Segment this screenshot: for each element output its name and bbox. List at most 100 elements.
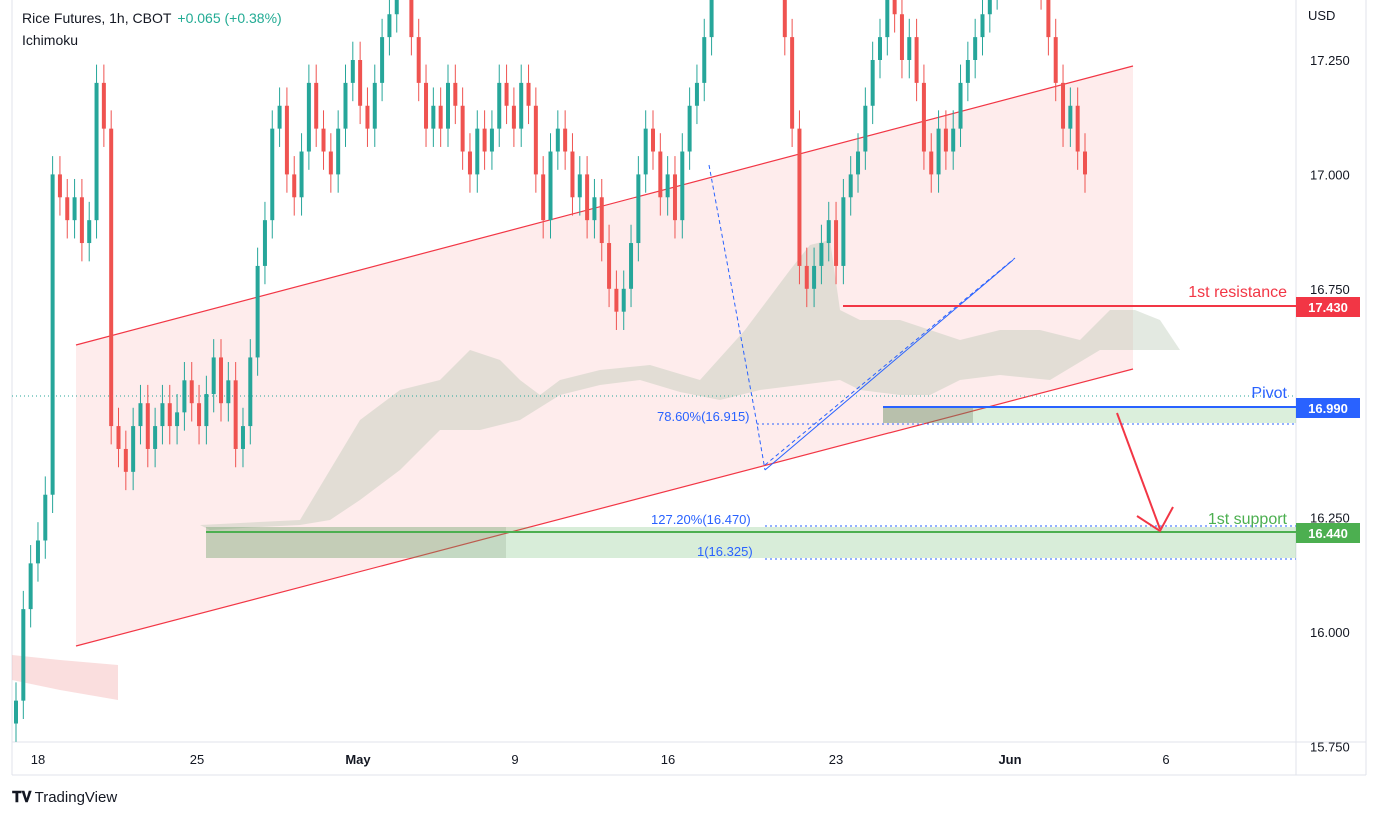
price-tick-label: 16.250 (1310, 511, 1350, 526)
candle-body (497, 82, 502, 129)
candle-body (240, 426, 245, 449)
candle-body (21, 609, 26, 701)
candle-body (1068, 105, 1073, 129)
candle-body (438, 105, 443, 129)
candle-body (651, 128, 656, 152)
price-tick-label: 17.000 (1310, 167, 1350, 182)
currency-label: USD (1308, 8, 1336, 23)
candle-body (226, 380, 231, 404)
price-axis[interactable]: 18.50018.25018.00017.75017.50017.25017.0… (1310, 0, 1350, 754)
price-tick-label: 16.000 (1310, 625, 1350, 640)
candle-body (921, 82, 926, 152)
candle-body (277, 105, 282, 129)
candle-body (416, 37, 421, 83)
candle-body (175, 412, 180, 427)
candle-body (424, 82, 429, 129)
candle-body (541, 174, 546, 221)
candle-body (1083, 151, 1087, 175)
candle-body (1053, 37, 1058, 83)
candle-body (863, 105, 868, 152)
fib-trend-2 (764, 257, 1016, 466)
candle-body (965, 60, 970, 83)
candle-body (936, 128, 941, 175)
time-tick-label: 23 (829, 752, 843, 767)
fib-label-78: 78.60%(16.915) (657, 409, 750, 424)
candle-body (929, 151, 934, 175)
fib-label-127: 127.20%(16.470) (651, 512, 751, 527)
candle-body (511, 105, 516, 129)
fib-label-1: 1(16.325) (697, 544, 753, 559)
candle-body (248, 357, 253, 427)
time-tick-label: 25 (190, 752, 204, 767)
candle-body (189, 380, 194, 404)
candle-body (599, 197, 604, 244)
down-arrow-head (1136, 506, 1174, 533)
symbol-title[interactable]: Rice Futures, 1h, CBOT (22, 10, 172, 26)
candle-body (233, 380, 238, 449)
candle-body (643, 128, 648, 175)
pivot-label: Pivot (1251, 385, 1287, 402)
channel-upper-line[interactable] (75, 65, 1134, 346)
candle-body (914, 37, 919, 83)
candle-body (321, 128, 326, 152)
candle-body (475, 128, 480, 175)
tradingview-logo-icon: 𝐓𝐕 (12, 789, 32, 806)
candle-body (270, 128, 275, 221)
candle-body (958, 82, 963, 129)
resistance-label: 1st resistance (1188, 284, 1287, 301)
candle-body (504, 82, 509, 106)
symbol-header[interactable]: Rice Futures, 1h, CBOT +0.065 (+0.38%) (22, 10, 282, 26)
time-tick-label: 9 (511, 752, 518, 767)
candle-body (797, 128, 802, 266)
candle-body (892, 0, 897, 15)
candle-body (50, 174, 55, 495)
candle-body (489, 128, 494, 152)
support-badge-text: 16.440 (1308, 526, 1348, 541)
candle-body (431, 105, 436, 129)
candle-body (336, 128, 341, 175)
candle-body (804, 265, 809, 289)
channel-lower-line[interactable] (75, 368, 1134, 647)
candle-body (219, 357, 224, 404)
indicator-label[interactable]: Ichimoku (22, 32, 79, 48)
candle-body (131, 426, 136, 472)
candle-body (709, 0, 714, 38)
fib-trend-3 (764, 259, 1014, 471)
candle-body (877, 37, 882, 60)
candle-body (973, 37, 978, 60)
price-change: +0.065 (+0.38%) (177, 10, 282, 26)
candle-body (629, 243, 634, 289)
candle-body (636, 174, 641, 244)
candle-body (533, 105, 538, 175)
candle-body (555, 128, 560, 152)
candle-body (607, 243, 612, 289)
candle-body (387, 14, 392, 38)
ichimoku-cloud-bullish (200, 240, 1180, 530)
candle-body (72, 197, 77, 221)
resistance-badge-text: 17.430 (1308, 300, 1348, 315)
time-tick-label: 6 (1162, 752, 1169, 767)
support-badge (1296, 523, 1360, 543)
candle-body (870, 60, 875, 106)
candle-body (987, 0, 992, 15)
pivot-zone (883, 407, 1296, 423)
candle-body (394, 0, 399, 15)
candle-body (841, 197, 846, 266)
down-arrow-shaft (1116, 412, 1161, 530)
candle-body (358, 60, 363, 106)
price-tick-label: 15.750 (1310, 739, 1350, 754)
candle-body (343, 82, 348, 129)
candle-body (262, 220, 267, 266)
candle-body (350, 60, 355, 83)
time-tick-label: 18 (31, 752, 45, 767)
candle-body (687, 105, 692, 152)
candle-body (467, 151, 472, 175)
candle-body (665, 174, 670, 198)
candle-body (372, 82, 377, 129)
tradingview-logo[interactable]: 𝐓𝐕 TradingView (12, 789, 117, 806)
candle-body (577, 174, 582, 198)
price-tick-label: 16.750 (1310, 282, 1350, 297)
time-axis[interactable]: 18 25 May 9 16 23 Jun 6 (31, 752, 1170, 767)
candle-body (314, 82, 319, 129)
